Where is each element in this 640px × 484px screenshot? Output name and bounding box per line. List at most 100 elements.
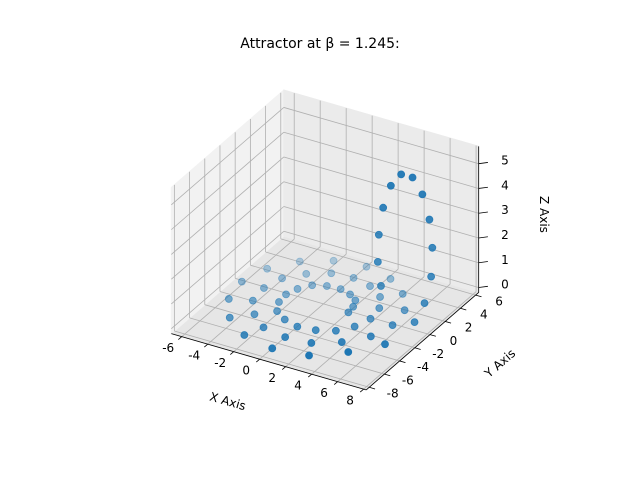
- data-point: [237, 277, 246, 286]
- data-point: [410, 318, 419, 327]
- data-point: [280, 315, 289, 324]
- y-tick-label: -2: [432, 347, 444, 361]
- z-tick-label: 0: [501, 278, 509, 292]
- data-point: [366, 314, 375, 323]
- x-tick-label: 8: [346, 393, 354, 407]
- data-point: [259, 323, 268, 332]
- x-tick-label: 0: [242, 363, 250, 377]
- data-point: [248, 296, 257, 305]
- data-point: [381, 340, 389, 349]
- x-tick-label: 2: [268, 371, 276, 385]
- data-point: [302, 269, 311, 278]
- z-axis-label: Z Axis: [537, 196, 551, 233]
- data-point: [366, 282, 374, 291]
- y-tick-label: 2: [465, 321, 473, 335]
- data-point: [327, 269, 336, 278]
- grid-line: [181, 238, 295, 337]
- x-tick-label: 4: [294, 378, 302, 392]
- tick-mark: [475, 294, 482, 298]
- x-tick-label: -2: [214, 356, 226, 370]
- grid-line: [171, 131, 285, 230]
- data-point: [418, 190, 427, 199]
- y-axis-label: Y Axis: [481, 346, 518, 381]
- data-point: [362, 262, 371, 271]
- data-point: [376, 293, 384, 301]
- tick-mark: [478, 261, 488, 264]
- z-tick-label: 2: [501, 228, 509, 242]
- grid-line: [171, 181, 285, 280]
- data-point: [386, 275, 395, 283]
- data-point: [336, 285, 345, 293]
- tick-mark: [359, 388, 364, 393]
- pane-back: [283, 89, 480, 294]
- data-point: [344, 348, 353, 356]
- z-tick-label: 3: [501, 203, 509, 217]
- grid-line: [171, 206, 285, 305]
- data-point: [307, 339, 316, 347]
- data-point: [308, 281, 317, 290]
- data-point: [331, 326, 340, 335]
- data-point: [344, 308, 353, 317]
- data-point: [349, 302, 358, 311]
- data-point: [349, 273, 358, 282]
- data-point: [428, 243, 437, 252]
- tick-mark: [445, 321, 452, 324]
- data-point: [388, 321, 397, 330]
- tick-mark: [204, 343, 208, 348]
- data-point: [375, 304, 384, 313]
- data-point: [337, 338, 346, 346]
- data-point: [268, 344, 277, 353]
- z-tick-label: 4: [501, 178, 509, 192]
- tick-mark: [478, 236, 488, 239]
- data-point: [293, 285, 302, 293]
- grid-line: [363, 291, 477, 390]
- data-point: [225, 313, 234, 322]
- data-point: [311, 326, 320, 335]
- data-point: [379, 203, 388, 212]
- data-point: [329, 256, 338, 265]
- grid-line: [259, 261, 373, 360]
- tick-mark: [256, 358, 260, 363]
- data-point: [278, 274, 286, 283]
- grid-line: [207, 246, 321, 345]
- data-point: [263, 264, 272, 273]
- data-point: [373, 257, 382, 266]
- data-point: [397, 170, 406, 179]
- y-tick-label: 6: [495, 294, 503, 308]
- grid-line: [171, 156, 285, 255]
- data-point: [346, 290, 354, 299]
- y-tick-label: 4: [480, 308, 488, 322]
- z-tick-label: 5: [501, 154, 509, 168]
- grid-line: [283, 131, 479, 189]
- data-point: [273, 307, 282, 316]
- data-point: [350, 322, 359, 331]
- grid-line: [283, 230, 479, 288]
- tick-mark: [369, 386, 376, 390]
- y-tick-label: -6: [402, 373, 414, 387]
- tick-mark: [478, 162, 488, 165]
- z-tick-label: 1: [501, 253, 509, 267]
- tick-mark: [399, 360, 406, 364]
- grid-line: [265, 251, 461, 309]
- data-point: [275, 298, 283, 306]
- x-tick-label: 6: [320, 386, 328, 400]
- data-point: [305, 351, 313, 360]
- tick-mark: [478, 211, 488, 214]
- x-axis-line: [171, 333, 367, 391]
- grid-line: [280, 238, 476, 296]
- tick-mark: [333, 381, 338, 385]
- tick-mark: [429, 334, 436, 337]
- x-tick-label: -6: [162, 341, 174, 355]
- data-point: [425, 215, 434, 224]
- data-point: [377, 282, 385, 290]
- data-point: [240, 331, 249, 339]
- tick-mark: [478, 186, 488, 189]
- data-point: [282, 290, 290, 299]
- y-tick-label: 0: [450, 334, 458, 348]
- grid-line: [337, 283, 451, 382]
- data-point: [322, 282, 331, 290]
- data-point: [427, 272, 436, 281]
- tick-mark: [384, 373, 391, 377]
